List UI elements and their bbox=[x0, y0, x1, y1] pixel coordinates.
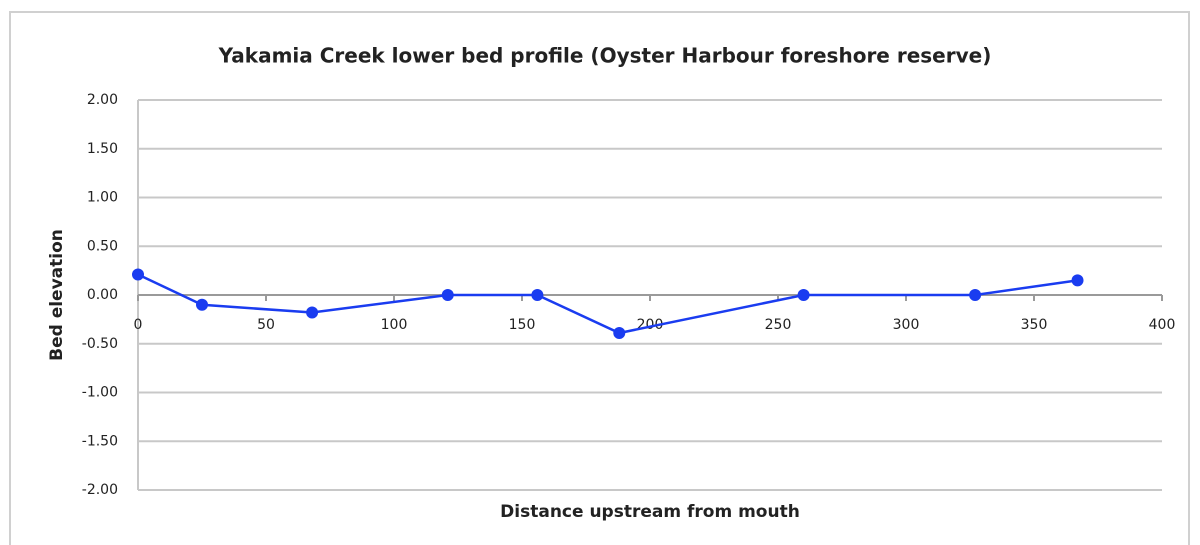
data-point bbox=[132, 268, 144, 281]
data-point bbox=[969, 289, 982, 301]
x-tick-label: 100 bbox=[381, 317, 408, 333]
y-tick-label: 2.00 bbox=[87, 92, 118, 108]
y-tick-label: -1.50 bbox=[82, 433, 118, 449]
data-point bbox=[196, 298, 208, 311]
y-tick-label: -1.00 bbox=[82, 385, 118, 401]
x-tick-label: 150 bbox=[509, 317, 536, 333]
y-tick-label: -0.50 bbox=[82, 336, 118, 352]
y-tick-label: 1.00 bbox=[87, 190, 118, 206]
x-tick-label: 300 bbox=[893, 317, 920, 333]
data-point bbox=[613, 327, 626, 340]
y-tick-label: 1.50 bbox=[87, 141, 118, 157]
x-tick-label: 400 bbox=[1149, 317, 1176, 333]
data-point bbox=[441, 289, 454, 301]
x-axis-label: Distance upstream from mouth bbox=[500, 502, 800, 522]
data-point bbox=[1071, 274, 1084, 287]
y-tick-label: 0.00 bbox=[87, 287, 118, 303]
chart-frame bbox=[9, 11, 1190, 545]
y-tick-label: 0.50 bbox=[87, 238, 118, 254]
y-tick-label: -2.00 bbox=[82, 482, 118, 498]
data-point bbox=[306, 306, 319, 319]
data-point bbox=[797, 289, 810, 301]
y-axis-label: Bed elevation bbox=[47, 229, 67, 361]
chart-title: Yakamia Creek lower bed profile (Oyster … bbox=[218, 44, 992, 68]
x-tick-label: 50 bbox=[257, 317, 275, 333]
x-tick-label: 0 bbox=[134, 317, 143, 333]
data-point bbox=[531, 289, 544, 301]
x-tick-label: 250 bbox=[765, 317, 792, 333]
x-tick-label: 350 bbox=[1021, 317, 1048, 333]
